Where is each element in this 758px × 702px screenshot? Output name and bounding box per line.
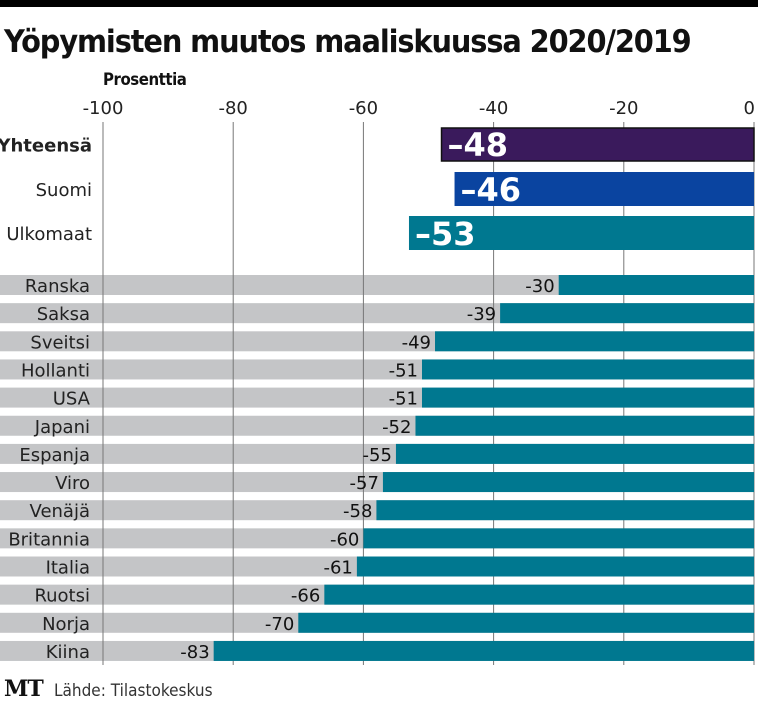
x-tick-label: 0 <box>744 98 755 119</box>
summary-value-label: –48 <box>448 126 509 164</box>
country-bar <box>415 415 754 436</box>
category-label: Japani <box>34 417 90 438</box>
source-text: Lähde: Tilastokeskus <box>54 681 213 701</box>
country-value-label: -52 <box>382 417 411 438</box>
category-label: Hollanti <box>21 360 90 381</box>
category-label: Ranska <box>25 276 90 297</box>
summary-bar <box>440 127 755 162</box>
category-label: Viro <box>55 473 90 494</box>
country-bar <box>356 556 754 577</box>
country-value-label: -83 <box>180 642 209 663</box>
category-label: Suomi <box>36 180 92 201</box>
category-label: Ulkomaat <box>6 224 92 245</box>
country-bar <box>421 387 754 408</box>
country-value-label: -66 <box>291 586 320 607</box>
country-value-label: -61 <box>323 558 352 579</box>
mt-logo: MT <box>4 676 44 702</box>
country-bar <box>324 584 754 605</box>
country-value-label: -51 <box>389 360 418 381</box>
country-value-label: -57 <box>350 473 379 494</box>
country-bar <box>213 640 755 661</box>
category-label: Yhteensä <box>0 136 92 157</box>
summary-value-label: –46 <box>461 171 522 209</box>
summary-bar <box>454 172 754 206</box>
country-bar <box>298 612 754 633</box>
category-label: Espanja <box>19 445 90 466</box>
country-value-label: -39 <box>467 304 496 325</box>
category-label: Venäjä <box>30 501 90 522</box>
country-bar <box>363 528 754 549</box>
category-label: USA <box>53 389 91 410</box>
x-tick-label: -40 <box>479 98 508 119</box>
country-bar <box>382 472 754 493</box>
footer: MT Lähde: Tilastokeskus <box>4 676 230 702</box>
x-tick-label: -60 <box>349 98 378 119</box>
country-value-label: -49 <box>402 332 431 353</box>
category-label: Britannia <box>8 529 90 550</box>
country-bar <box>421 359 754 380</box>
country-bar <box>376 500 754 521</box>
category-label: Saksa <box>37 304 90 325</box>
x-tick-label: -100 <box>83 98 124 119</box>
country-value-label: -51 <box>389 389 418 410</box>
country-value-label: -70 <box>265 614 294 635</box>
country-bar <box>395 443 754 464</box>
category-label: Sveitsi <box>30 332 90 353</box>
category-label: Italia <box>46 558 90 579</box>
summary-value-label: –53 <box>415 215 476 253</box>
top-rule <box>0 0 758 7</box>
country-value-label: -58 <box>343 501 372 522</box>
country-bar <box>500 303 754 324</box>
country-bar <box>558 275 754 295</box>
country-value-label: -55 <box>363 445 392 466</box>
country-value-label: -30 <box>525 276 554 297</box>
axis-unit-label: Prosenttia <box>103 70 187 90</box>
x-tick-label: -80 <box>218 98 247 119</box>
category-label: Ruotsi <box>34 586 90 607</box>
category-label: Kiina <box>46 642 90 663</box>
country-value-label: -60 <box>330 529 359 550</box>
x-tick-label: -20 <box>609 98 638 119</box>
chart-title: Yöpymisten muutos maaliskuussa 2020/2019 <box>4 24 692 60</box>
country-bar <box>435 331 754 352</box>
summary-bar <box>408 216 754 250</box>
category-label: Norja <box>42 614 90 635</box>
